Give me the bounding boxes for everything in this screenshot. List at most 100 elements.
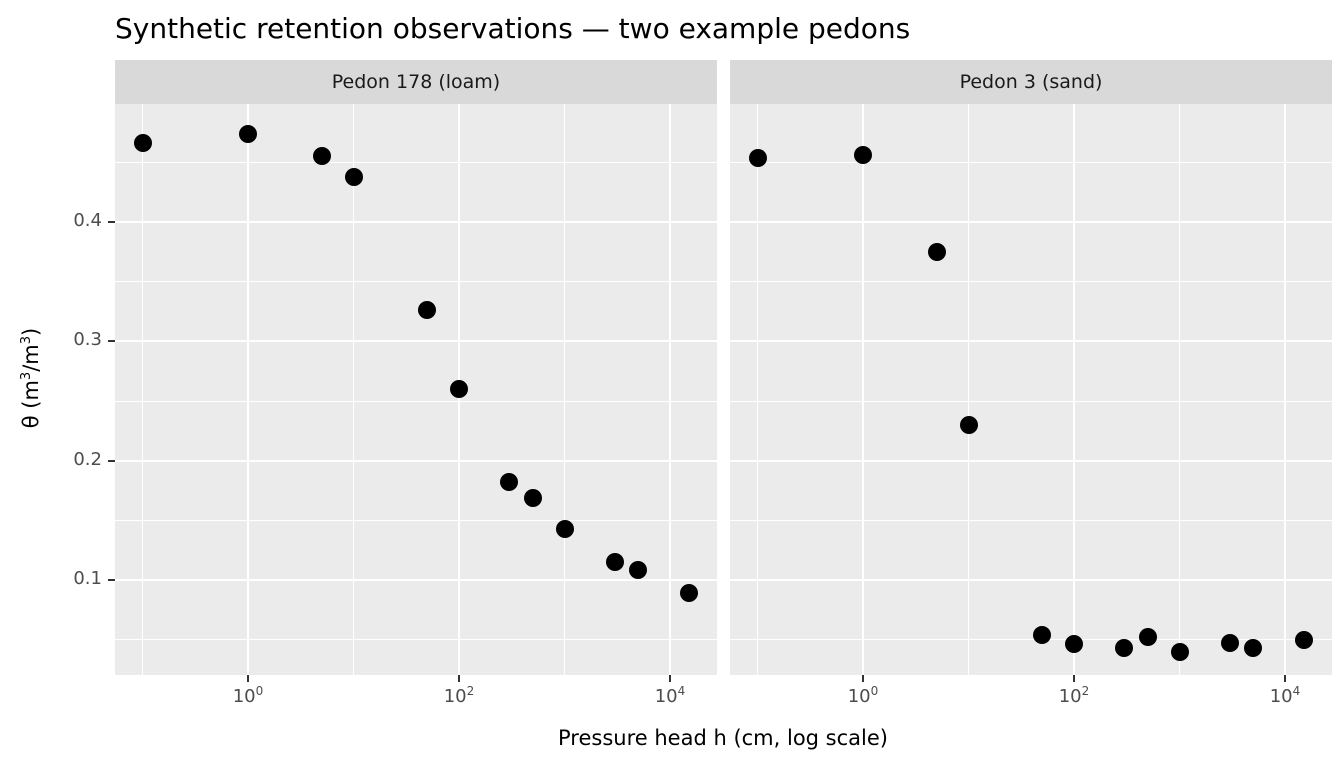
data-point [418,301,437,320]
data-point [1220,634,1239,653]
data-point [555,519,574,538]
gridline-minor-x [142,104,143,675]
gridline-minor-x [757,104,758,675]
facet-strip-label: Pedon 3 (sand) [959,71,1103,93]
x-axis-tick [247,675,249,682]
gridline-major-x [669,104,671,675]
x-tick-label: 102 [444,684,475,707]
x-tick-label: 104 [655,684,686,707]
x-tick-base: 10 [654,686,678,707]
data-point [1115,639,1134,658]
gridline-major-y [730,221,1332,224]
data-point [344,167,363,186]
gridline-minor-y [730,519,1332,521]
gridline-minor-y [730,639,1332,641]
data-point [523,488,542,507]
data-point [1033,625,1052,644]
y-axis-tick [108,579,115,581]
gridline-minor-y [115,400,717,402]
y-axis-title: θ (m3/m3) [19,328,43,429]
data-point [1244,639,1263,658]
gridline-major-x [862,104,864,675]
x-tick-base: 10 [443,686,467,707]
x-tick-label: 100 [848,684,879,707]
x-tick-exponent: 0 [255,684,264,698]
x-tick-exponent: 2 [466,684,475,698]
x-axis-tick [669,675,671,682]
gridline-minor-x [968,104,969,675]
data-point [1170,642,1189,661]
x-tick-label: 100 [233,684,264,707]
facet-strip-sand: Pedon 3 (sand) [730,60,1332,104]
data-point [854,146,872,165]
y-title-text: /m [19,344,43,372]
gridline-minor-y [730,400,1332,402]
y-axis-tick [108,340,115,343]
y-axis-tick [108,221,115,224]
data-point [312,147,331,166]
x-axis-tick [458,675,460,682]
x-axis-tick [1284,675,1286,682]
gridline-minor-x [1179,104,1180,675]
panel-sand [730,104,1332,675]
x-axis-title: Pressure head h (cm, log scale) [558,726,888,750]
gridline-major-x [247,104,249,675]
data-point [450,380,468,399]
y-title-sup: 3 [19,371,34,381]
data-point [927,242,946,261]
y-tick-label: 0.4 [73,210,102,232]
gridline-major-y [730,340,1332,343]
data-point [748,148,767,167]
x-tick-base: 10 [232,686,256,707]
gridline-minor-y [115,161,717,163]
gridline-major-y [115,459,717,462]
x-tick-exponent: 0 [870,684,879,698]
data-point [133,134,152,153]
y-title-text: ) [19,327,43,336]
gridline-major-y [115,340,717,343]
x-tick-exponent: 4 [1292,684,1301,698]
data-point [1294,630,1313,649]
gridline-major-y [115,579,717,581]
gridline-major-y [730,459,1332,462]
gridline-major-y [730,579,1332,581]
x-axis-tick [862,675,864,682]
y-title-sup: 3 [19,335,34,345]
data-point [605,553,624,572]
data-point [239,124,257,143]
data-point [500,473,519,492]
facet-strip-loam: Pedon 178 (loam) [115,60,717,104]
x-tick-label: 102 [1059,684,1090,707]
x-tick-exponent: 2 [1081,684,1090,698]
data-point [1065,635,1083,654]
panel-loam [115,104,717,675]
y-tick-label: 0.3 [73,329,102,351]
x-tick-exponent: 4 [677,684,686,698]
gridline-minor-y [115,281,717,283]
y-title-text: θ (m [19,380,43,429]
gridline-minor-y [730,161,1332,163]
gridline-major-x [1073,104,1075,675]
gridline-minor-y [115,639,717,641]
plot-title: Synthetic retention observations — two e… [115,12,911,45]
data-point [629,561,648,580]
y-tick-label: 0.1 [73,568,102,589]
x-tick-base: 10 [1058,686,1082,707]
x-tick-base: 10 [1269,686,1293,707]
x-axis-tick [1073,675,1075,682]
data-point [679,584,698,603]
gridline-minor-y [730,281,1332,283]
facet-strip-label: Pedon 178 (loam) [331,71,501,93]
gridline-minor-y [115,519,717,521]
gridline-major-y [115,221,717,224]
data-point [1138,628,1157,647]
x-tick-base: 10 [847,686,871,707]
x-tick-label: 104 [1270,684,1301,707]
y-axis-tick [108,459,115,462]
gridline-minor-x [353,104,354,675]
data-point [959,415,978,434]
gridline-minor-x [564,104,565,675]
y-tick-label: 0.2 [73,448,102,470]
gridline-major-x [1284,104,1286,675]
